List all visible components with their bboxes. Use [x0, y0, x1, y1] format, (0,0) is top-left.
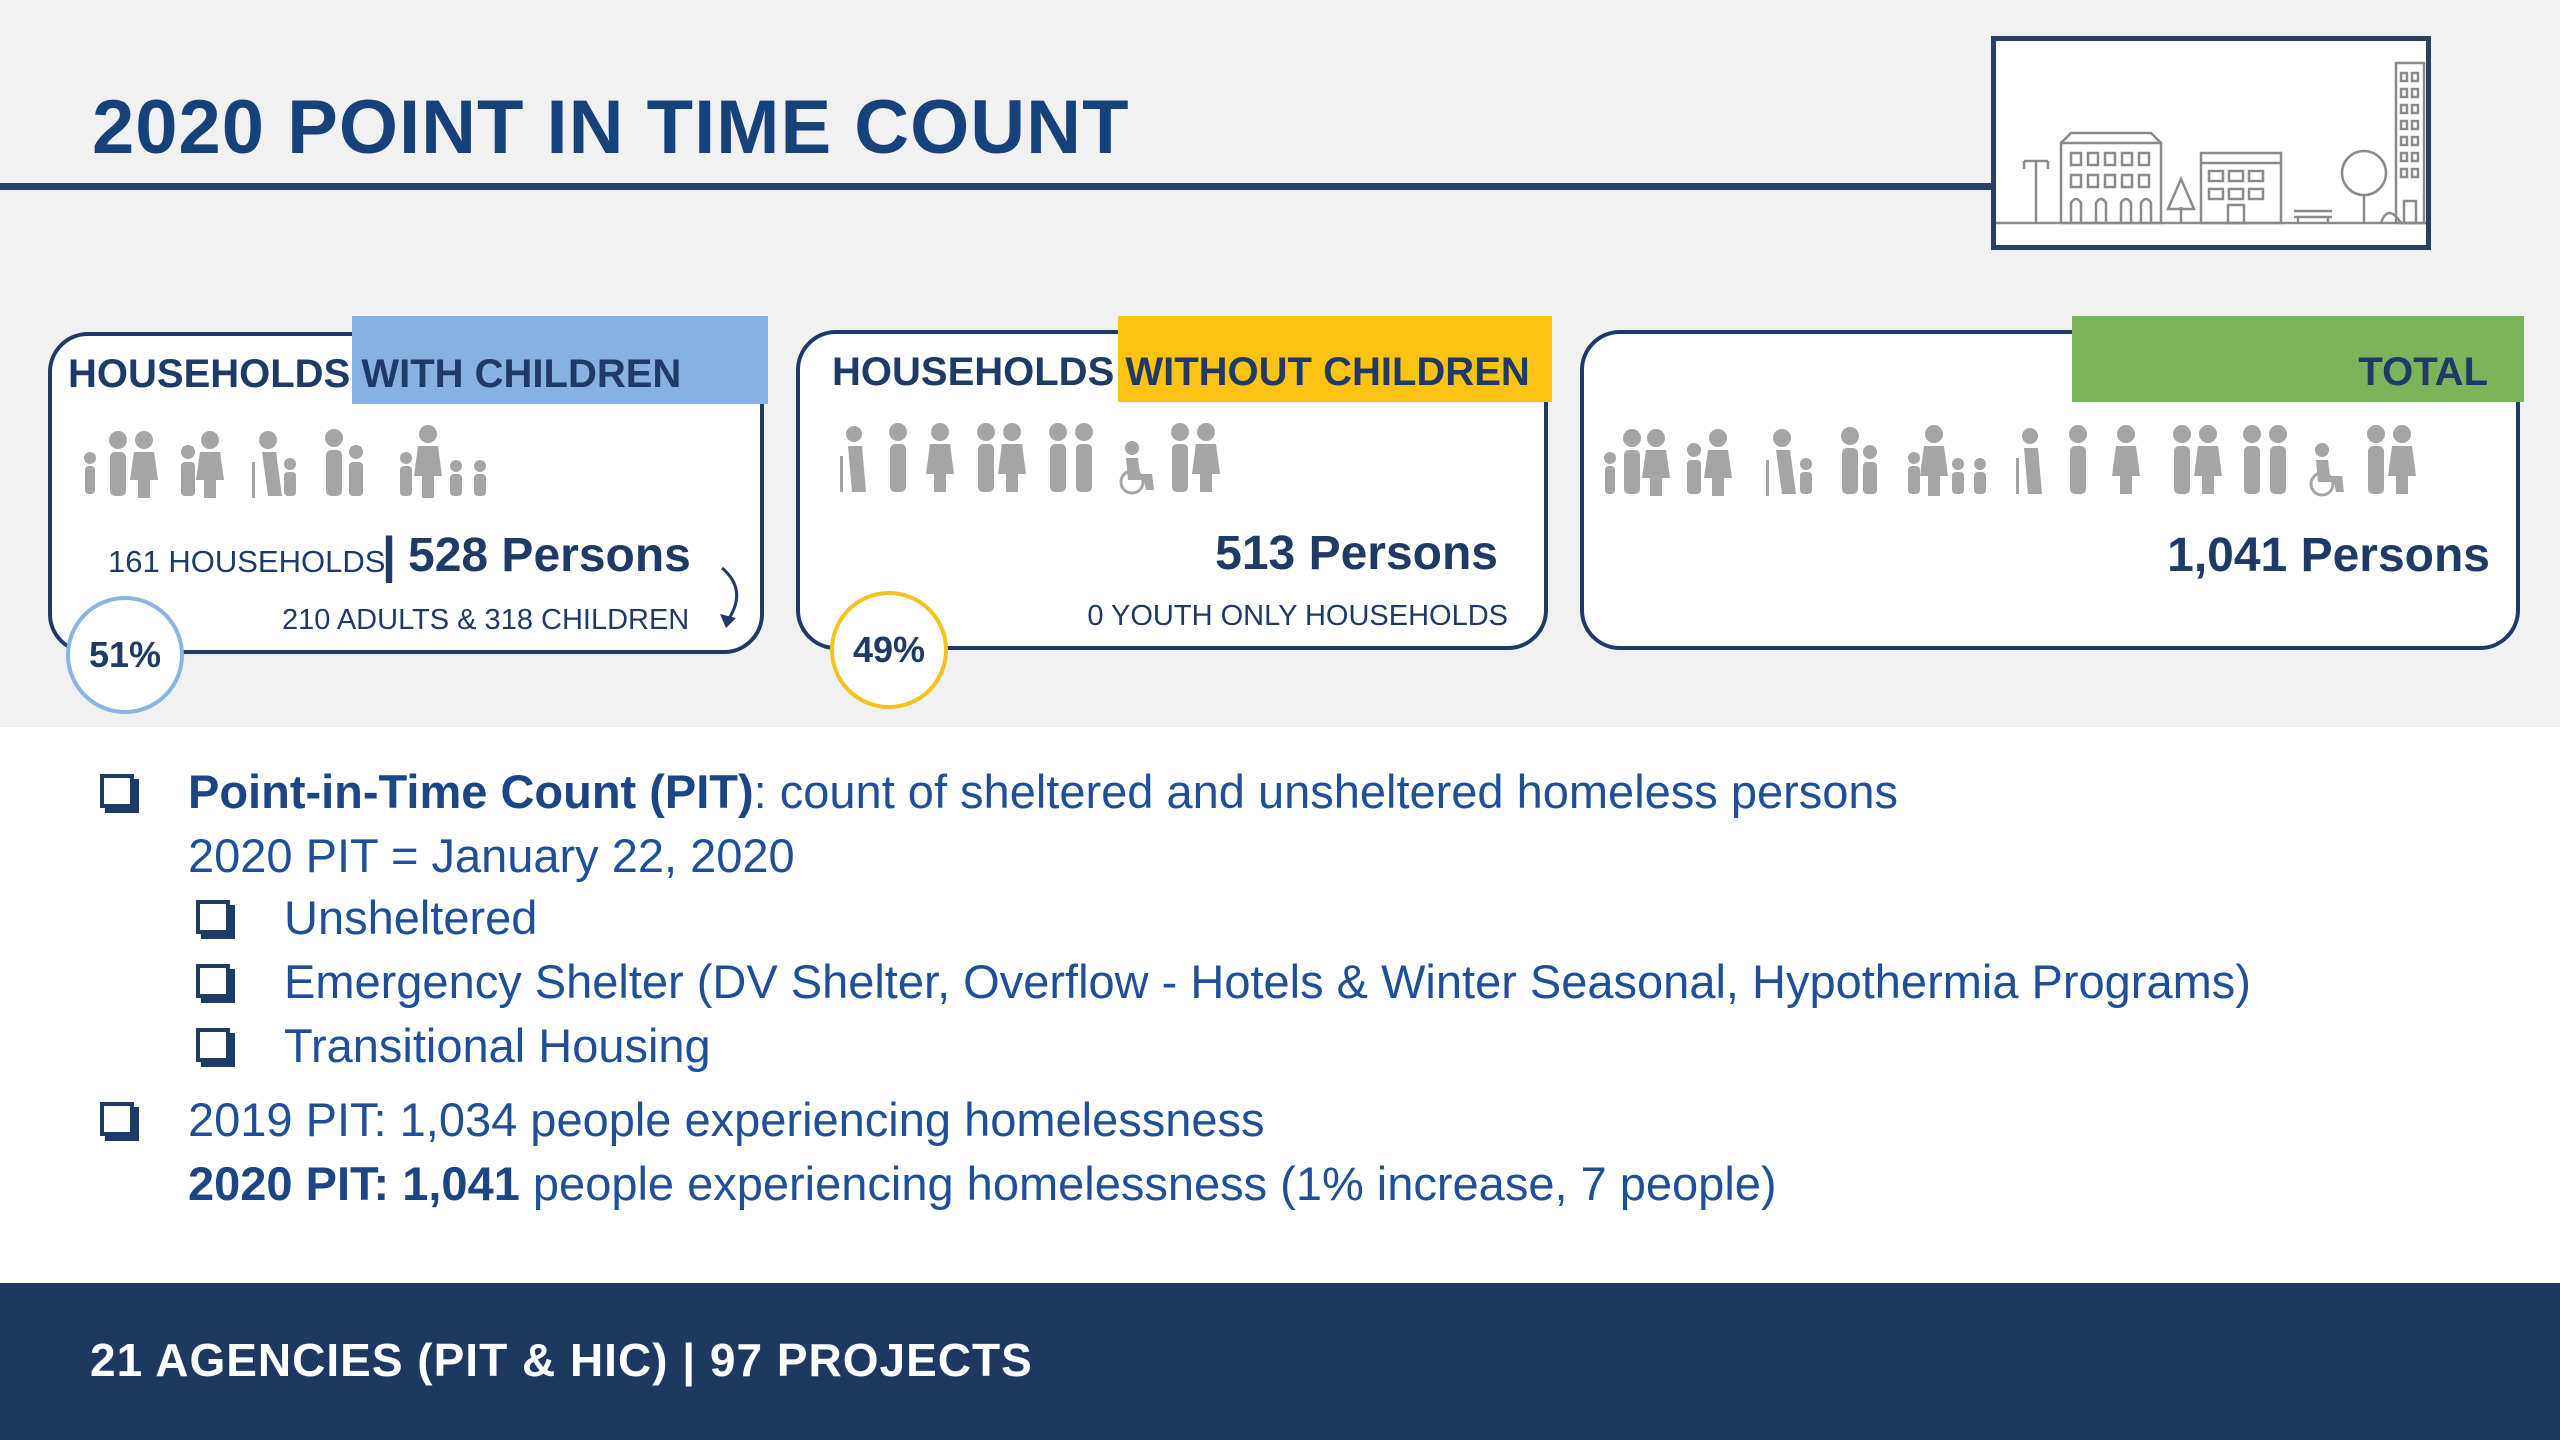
pit-2020-bold: 2020 PIT: 1,041	[188, 1157, 520, 1210]
pit-2020: 2020 PIT: 1,041 people experiencing home…	[188, 1156, 1777, 1212]
label-households: HOUSEHOLDS	[68, 352, 362, 396]
label-with-children: WITH CHILDREN	[361, 352, 682, 396]
with-children-highlight	[352, 316, 768, 404]
without-children-persons: 513 Persons	[1215, 527, 1498, 580]
pit-definition-bold: Point-in-Time Count (PIT)	[188, 765, 754, 818]
checkbox-square-icon	[196, 900, 230, 934]
with-children-percent-badge: 51%	[66, 596, 184, 714]
checkbox-square-icon	[100, 774, 134, 808]
sub-item-unsheltered: Unsheltered	[284, 891, 538, 944]
with-children-label: HOUSEHOLDS WITH CHILDREN	[68, 352, 681, 397]
checkbox-square-icon	[196, 1028, 230, 1062]
city-skyline-icon	[1991, 36, 2431, 250]
pit-definition: Point-in-Time Count (PIT): count of shel…	[188, 764, 1898, 820]
total-card: TOTAL 1,041 Persons	[1580, 316, 2524, 650]
pit-definition-text: : count of sheltered and unsheltered hom…	[753, 765, 1899, 818]
households-with-children-card: HOUSEHOLDS WITH CHILDREN 161 HOUSEHOLDS …	[48, 316, 768, 654]
sub-item-emergency-shelter: Emergency Shelter (DV Shelter, Overflow …	[284, 955, 2251, 1008]
youth-only-households: 0 YOUTH ONLY HOUSEHOLDS	[1087, 600, 1508, 632]
pit-date: 2020 PIT = January 22, 2020	[188, 829, 795, 882]
checkbox-square-icon	[196, 964, 230, 998]
total-highlight	[2072, 316, 2524, 402]
without-children-highlight	[1118, 316, 1552, 402]
label-without-children: WITHOUT CHILDREN	[1125, 350, 1530, 394]
footer-agencies-projects: 21 AGENCIES (PIT & HIC) | 97 PROJECTS	[90, 1334, 1033, 1386]
all-people-icons	[1604, 425, 2416, 497]
title-underline	[0, 183, 1995, 190]
households-without-children-card: HOUSEHOLDS WITHOUT CHILDREN 513 Persons …	[796, 316, 1552, 650]
sub-item-transitional-housing: Transitional Housing	[284, 1019, 711, 1072]
households-count: 161 HOUSEHOLDS	[108, 544, 386, 579]
footer-bar: 21 AGENCIES (PIT & HIC) | 97 PROJECTS	[0, 1283, 2560, 1440]
without-children-percent-badge: 49%	[830, 591, 948, 709]
separator-bar: |	[382, 527, 396, 583]
with-children-persons: 528 Persons	[408, 529, 691, 582]
adult-people-icons	[840, 423, 1220, 495]
total-label: TOTAL	[2358, 350, 2488, 394]
adults-children-breakdown: 210 ADULTS & 318 CHILDREN	[282, 604, 690, 636]
pit-2020-text: people experiencing homelessness (1% inc…	[519, 1157, 1777, 1210]
total-persons: 1,041 Persons	[2167, 529, 2490, 582]
curved-arrow-icon	[720, 566, 739, 628]
label-households: HOUSEHOLDS	[832, 350, 1126, 394]
checkbox-square-icon	[100, 1102, 134, 1136]
page-title: 2020 POINT IN TIME COUNT	[92, 85, 1130, 170]
without-children-label: HOUSEHOLDS WITHOUT CHILDREN	[832, 350, 1530, 395]
pit-2019: 2019 PIT: 1,034 people experiencing home…	[188, 1093, 1265, 1146]
family-people-icons	[84, 425, 486, 498]
